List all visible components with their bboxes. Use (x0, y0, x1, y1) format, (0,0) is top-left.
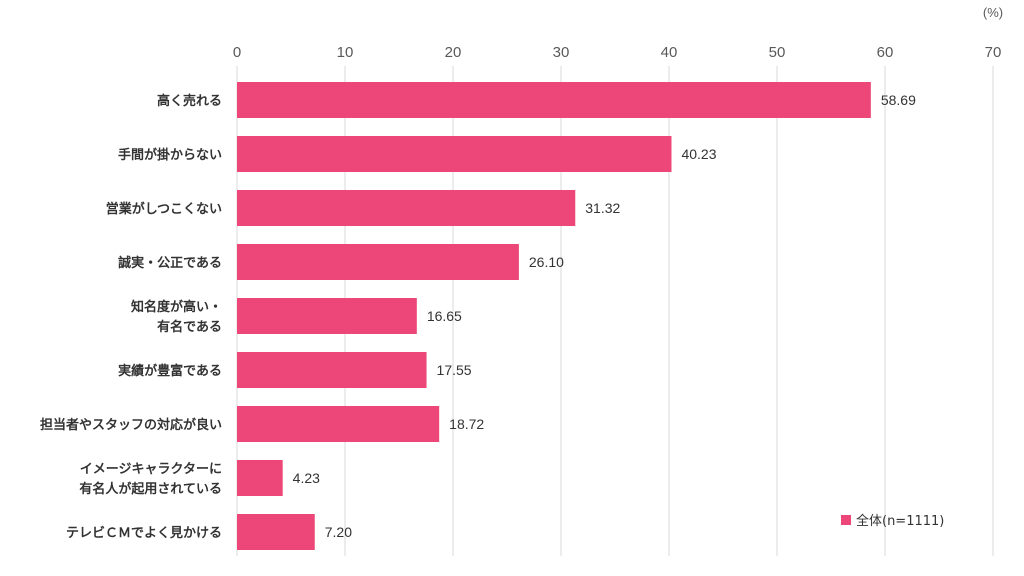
category-label: テレビＣＭでよく見かける (66, 525, 222, 541)
bar (237, 352, 427, 388)
category-label: 知名度が高い・ (131, 299, 222, 315)
category-label: 有名人が起用されている (79, 481, 222, 497)
bar (237, 82, 871, 118)
data-label: 58.69 (881, 92, 916, 108)
x-tick-label: 40 (661, 44, 678, 61)
x-tick-label: 20 (445, 44, 462, 61)
x-tick-label: 70 (985, 44, 1002, 61)
category-label: 実績が豊富である (118, 363, 222, 379)
bar (237, 460, 283, 496)
bar (237, 190, 576, 226)
category-label: イメージキャラクターに (80, 462, 222, 477)
data-label: 16.65 (427, 308, 462, 324)
category-label: 高く売れる (157, 93, 222, 109)
data-label: 4.23 (293, 470, 320, 486)
tick-layer: 0 10 20 30 40 50 60 70 (233, 44, 1002, 61)
x-tick-label: 60 (877, 44, 894, 61)
category-label: 有名である (157, 319, 222, 335)
data-label: 17.55 (437, 362, 472, 378)
category-label-layer: 高く売れる手間が掛からない営業がしつこくない誠実・公正である知名度が高い・有名で… (40, 93, 222, 541)
data-label: 18.72 (449, 416, 484, 432)
x-tick-label: 10 (337, 44, 354, 61)
bar (237, 244, 519, 280)
bar (237, 406, 440, 442)
category-label: 誠実・公正である (118, 255, 222, 271)
category-label: 手間が掛からない (118, 147, 222, 163)
x-tick-label: 30 (553, 44, 570, 61)
bar (237, 298, 417, 334)
data-label: 7.20 (325, 524, 352, 540)
bar (237, 136, 672, 172)
category-label: 営業がしつこくない (106, 201, 222, 217)
legend-swatch (841, 515, 851, 525)
category-label: 担当者やスタッフの対応が良い (40, 417, 222, 433)
legend-label: 全体(n=1111) (856, 513, 944, 529)
data-label: 31.32 (585, 200, 620, 216)
x-tick-label: 0 (233, 44, 241, 61)
unit-label: (%) (983, 5, 1003, 20)
bar-layer: 58.69 40.23 31.32 26.10 16.65 17.55 18.72 4.23 7… (237, 82, 916, 550)
legend: 全体(n=1111) (841, 513, 944, 529)
x-tick-label: 50 (769, 44, 786, 61)
data-label: 26.10 (529, 254, 564, 270)
bar (237, 514, 315, 550)
data-label: 40.23 (681, 146, 716, 162)
